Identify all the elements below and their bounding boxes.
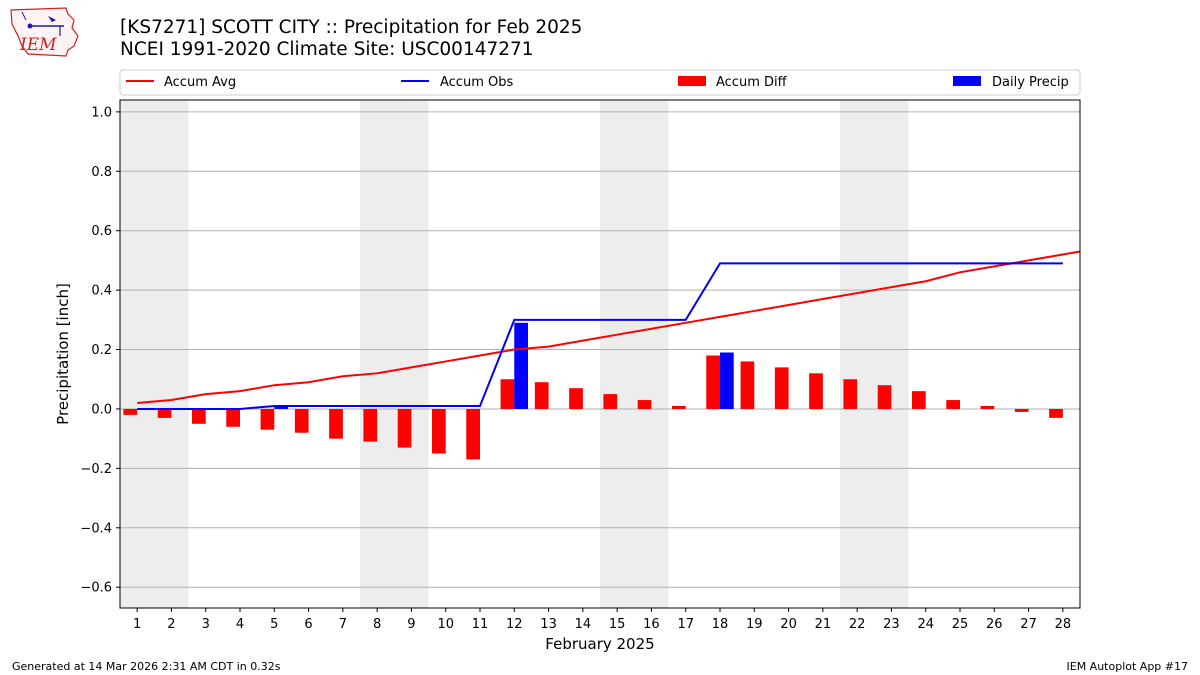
accum-diff-bar — [912, 391, 926, 409]
x-tick-label: 1 — [133, 617, 141, 632]
legend-box — [119, 69, 1081, 96]
logo-text: IEM — [19, 35, 57, 55]
accum-diff-bar — [1014, 408, 1029, 412]
accum-diff-bar — [534, 382, 549, 409]
accum-diff-bar — [740, 361, 755, 409]
accum-diff-bar — [192, 408, 206, 424]
x-tick-label: 15 — [609, 617, 626, 632]
accum-diff-bar — [569, 388, 583, 409]
daily-precip-bar — [514, 322, 528, 409]
x-tick-label: 19 — [746, 617, 763, 632]
accum-obs-line — [137, 262, 1063, 410]
x-tick-label: 2 — [167, 617, 175, 632]
weekend-band-4 — [840, 100, 909, 608]
weekend-band-3 — [600, 100, 669, 608]
x-tick-label: 21 — [815, 617, 832, 632]
x-tick-label: 22 — [849, 617, 866, 632]
accum-diff-bar — [123, 408, 138, 415]
x-tick-label: 18 — [712, 617, 729, 632]
accum-diff-bar — [397, 408, 412, 448]
y-tick-label: 0.6 — [91, 224, 112, 239]
daily-precip-bar — [720, 352, 734, 409]
x-tick-label: 25 — [952, 617, 969, 632]
x-tick-label: 6 — [304, 617, 312, 632]
x-tick-label: 7 — [339, 617, 347, 632]
x-tick-label: 4 — [236, 617, 244, 632]
legend-daily-label: Daily Precip — [992, 75, 1069, 90]
accum-diff-bar — [946, 400, 960, 409]
accum-diff-bar — [157, 408, 172, 418]
x-tick-label: 10 — [437, 617, 454, 632]
footer-app: IEM Autoplot App #17 — [1066, 660, 1189, 673]
accum-diff-bar — [432, 408, 446, 454]
accum-diff-bar — [363, 408, 378, 442]
accum-diff-bar — [637, 400, 652, 409]
accum-diff-bar — [500, 379, 515, 409]
accum-diff-bar — [226, 408, 240, 427]
legend-obs-label: Accum Obs — [440, 75, 513, 90]
x-tick-label: 27 — [1020, 617, 1037, 632]
accum-diff-bar — [466, 408, 480, 460]
y-tick-label: 1.0 — [91, 105, 112, 120]
accum-diff-bar — [980, 405, 995, 409]
y-tick-label: 0.2 — [91, 343, 112, 358]
accum-diff-bar — [294, 408, 309, 433]
legend-avg-label: Accum Avg — [164, 75, 236, 90]
y-tick-label: −0.4 — [80, 521, 112, 536]
x-tick-label: 23 — [883, 617, 900, 632]
chart-subtitle: NCEI 1991-2020 Climate Site: USC00147271 — [120, 39, 534, 60]
legend-diff-swatch — [678, 76, 706, 86]
legend: Accum Avg Accum Obs Accum Diff Daily Pre… — [119, 69, 1081, 96]
accum-diff-bar — [1049, 408, 1063, 418]
x-axis-label: February 2025 — [545, 635, 654, 653]
y-tick-label: 0.8 — [91, 165, 112, 180]
accum-diff-bar — [774, 367, 789, 409]
x-tick-label: 16 — [643, 617, 660, 632]
daily-precip-bar — [274, 405, 288, 409]
x-tick-label: 26 — [986, 617, 1003, 632]
x-tick-label: 20 — [780, 617, 797, 632]
accum-diff-bar — [877, 385, 892, 409]
footer-generated: Generated at 14 Mar 2026 2:31 AM CDT in … — [12, 660, 281, 673]
legend-daily-swatch — [953, 76, 981, 86]
accum-diff-bar — [809, 373, 823, 409]
plot-frame — [119, 99, 1081, 609]
y-tick-label: −0.2 — [80, 462, 112, 477]
iem-logo: IEM — [8, 6, 82, 60]
x-tick-label: 5 — [270, 617, 278, 632]
accum-diff-bar — [843, 379, 858, 409]
legend-diff-label: Accum Diff — [716, 75, 788, 90]
x-tick-label: 11 — [472, 617, 489, 632]
weekend-band-1 — [120, 100, 189, 608]
x-tick-label: 9 — [407, 617, 415, 632]
chart-title: [KS7271] SCOTT CITY :: Precipitation for… — [120, 17, 583, 38]
x-tick-label: 14 — [575, 617, 592, 632]
accum-diff-bar — [329, 408, 343, 439]
x-tick-label: 13 — [540, 617, 557, 632]
x-tick-label: 8 — [373, 617, 381, 632]
accum-diff-bar — [672, 405, 686, 409]
accum-diff-bar — [260, 408, 275, 430]
accum-diff-bar — [706, 355, 720, 409]
accum-avg-line — [137, 250, 1081, 405]
x-tick-label: 3 — [202, 617, 210, 632]
y-tick-label: 0.4 — [91, 284, 112, 299]
x-tick-label: 28 — [1055, 617, 1072, 632]
y-axis-label: Precipitation [inch] — [54, 283, 72, 425]
weekend-band-2 — [360, 100, 429, 608]
y-tick-label: 0.0 — [91, 402, 112, 417]
accum-diff-bar — [603, 394, 618, 409]
x-tick-label: 17 — [677, 617, 694, 632]
x-tick-label: 24 — [917, 617, 934, 632]
y-tick-label: −0.6 — [80, 581, 112, 596]
x-tick-label: 12 — [506, 617, 523, 632]
